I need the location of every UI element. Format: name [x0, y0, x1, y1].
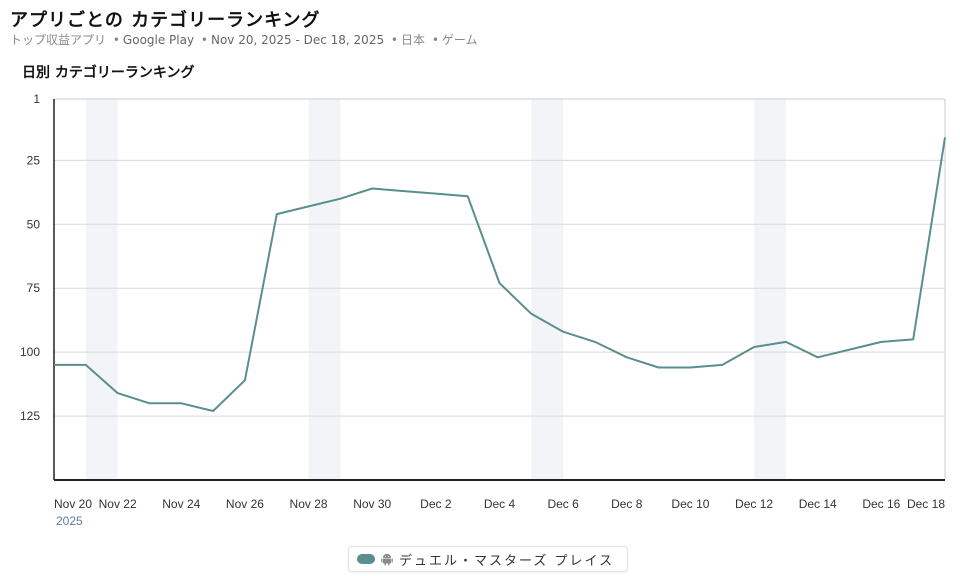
x-tick-label: Dec 2 [420, 497, 452, 511]
x-tick-label: Dec 10 [671, 497, 709, 511]
x-tick-label: Nov 30 [353, 497, 391, 511]
legend-item[interactable]: デュエル・マスターズ プレイス [348, 546, 628, 572]
weekend-band [531, 99, 564, 480]
legend-swatch [357, 554, 375, 564]
x-tick-label: Nov 24 [162, 497, 200, 511]
weekend-band [85, 99, 118, 480]
y-tick-label: 100 [20, 345, 40, 359]
x-tick-label: Dec 12 [735, 497, 773, 511]
subtitle-date-range: Nov 20, 2025 - Dec 18, 2025 [210, 33, 385, 47]
y-tick-label: 1 [33, 92, 40, 106]
x-tick-label: Dec 18 [907, 497, 945, 511]
subtitle-country: 日本 [401, 33, 426, 47]
series-line [54, 137, 946, 412]
subtitle-list: トップ収益アプリ [10, 33, 107, 47]
x-tick-label: Dec 6 [547, 497, 579, 511]
subtitle-store: Google Play [122, 33, 195, 47]
x-tick-label: Nov 20 [54, 497, 92, 511]
chart-section-title: 日別 カテゴリーランキング [22, 65, 195, 81]
subtitle-separator: • [390, 33, 398, 47]
x-tick-label: Nov 26 [226, 497, 264, 511]
y-tick-label: 25 [27, 153, 41, 167]
android-icon [381, 553, 393, 566]
x-tick-label: Nov 28 [290, 497, 328, 511]
page-title: アプリごとの カテゴリーランキング [10, 10, 321, 31]
x-tick-label: Nov 22 [99, 497, 137, 511]
subtitle-separator: • [112, 33, 120, 47]
x-tick-label: Dec 8 [611, 497, 643, 511]
y-tick-label: 125 [20, 409, 40, 423]
x-tick-label: Dec 4 [484, 497, 516, 511]
y-tick-label: 50 [27, 217, 41, 231]
x-tick-label: Dec 14 [799, 497, 837, 511]
weekend-band [754, 99, 786, 480]
legend-label: デュエル・マスターズ プレイス [399, 553, 615, 569]
weekend-band [308, 99, 341, 480]
y-tick-label: 75 [27, 281, 41, 295]
subtitle-separator: • [431, 33, 439, 47]
subtitle-category: ゲーム [441, 33, 478, 47]
x-year-label: 2025 [56, 514, 83, 528]
page-subtitle: トップ収益アプリ • Google Play • Nov 20, 2025 - De… [10, 31, 478, 48]
x-tick-label: Dec 16 [862, 497, 900, 511]
subtitle-separator: • [200, 33, 208, 47]
